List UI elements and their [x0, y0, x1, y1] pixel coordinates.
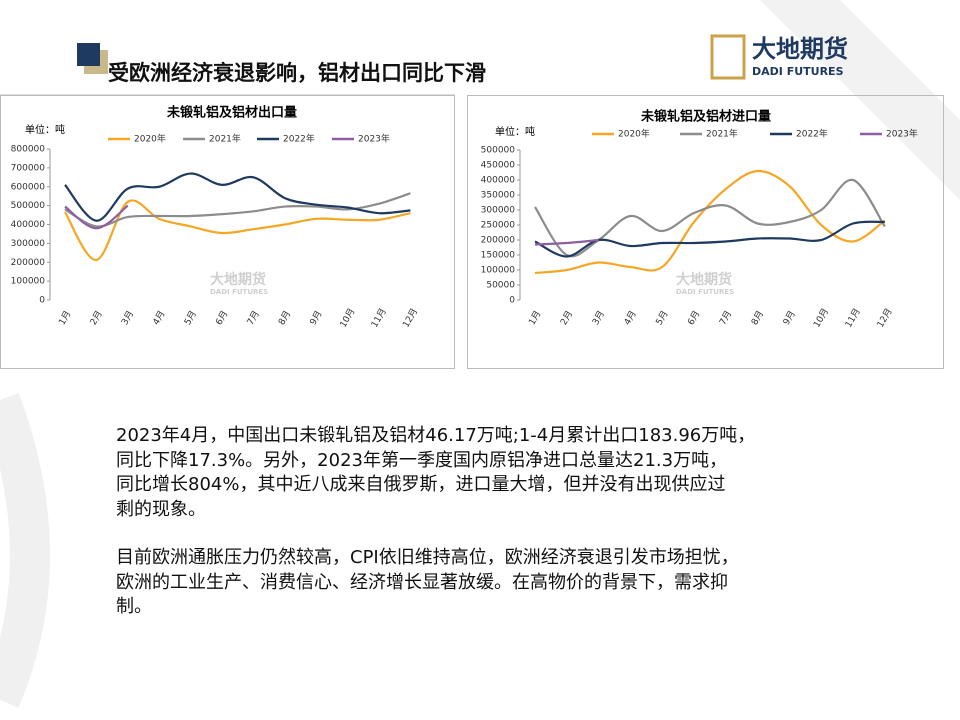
y-tick-label: 600000 [11, 182, 46, 192]
watermark: DADI FUTURES [210, 288, 268, 296]
y-tick-label: 300000 [11, 239, 46, 249]
paragraph: 目前欧洲通胀压力仍然较高，CPI依旧维持高位，欧洲经济衰退引发市场担忧， 欧洲的工… [116, 546, 755, 620]
y-tick-label: 50000 [486, 281, 515, 291]
text-line: 同比下降17.3%。另外，2023年第一季度国内原铝净进口总量达21.3万吨， [116, 449, 728, 471]
body-text: 2023年4月，中国出口未锻轧铝及铝材46.17万吨;1-4月累计出口183.9… [116, 424, 755, 620]
text-line: 制。 [116, 596, 152, 617]
y-tick-label: 250000 [481, 221, 516, 231]
x-tick-label: 10月 [338, 306, 358, 329]
y-tick-label: 100000 [11, 277, 46, 287]
unit-label: 单位：吨 [25, 123, 65, 136]
y-tick-label: 700000 [11, 163, 46, 173]
x-tick-label: 8月 [749, 309, 766, 327]
legend-label: 2020年 [618, 128, 650, 140]
line-series [534, 169, 886, 275]
bg-deco [0, 392, 50, 708]
x-tick-label: 9月 [781, 309, 798, 327]
line-series [64, 172, 411, 222]
chart-border [467, 95, 944, 369]
x-tick-label: 11月 [843, 306, 863, 329]
y-tick-label: 400000 [11, 220, 46, 230]
line-series [64, 204, 129, 230]
x-tick-label: 10月 [811, 306, 831, 329]
y-tick-label: 200000 [481, 236, 516, 246]
y-tick-label: 350000 [481, 191, 516, 201]
paragraph: 2023年4月，中国出口未锻轧铝及铝材46.17万吨;1-4月累计出口183.9… [116, 424, 755, 522]
bg-deco [760, 0, 960, 200]
text-line: 剩的现象。 [116, 498, 206, 520]
x-tick-label: 8月 [276, 309, 293, 327]
chart-title: 未锻轧铝及铝材进口量 [640, 109, 771, 125]
chart-border [0, 95, 455, 369]
line-series [534, 220, 885, 258]
watermark: 大地期货 [676, 271, 732, 288]
legend-label: 2021年 [706, 128, 738, 140]
x-tick-label: 9月 [308, 309, 325, 327]
y-tick-label: 500000 [481, 146, 516, 156]
y-tick-label: 0 [39, 296, 45, 306]
x-tick-label: 1月 [527, 309, 544, 327]
x-tick-label: 4月 [622, 309, 639, 327]
x-tick-label: 6月 [214, 309, 231, 327]
text-line: 同比增长804%，其中近八成来自俄罗斯，进口量大增，但并没有出现供应过 [116, 474, 726, 495]
title-square [77, 43, 100, 66]
y-tick-label: 100000 [481, 266, 516, 276]
unit-label: 单位：吨 [495, 125, 535, 138]
x-tick-label: 7月 [717, 309, 734, 327]
x-tick-label: 7月 [245, 309, 262, 327]
y-tick-label: 400000 [481, 176, 516, 186]
text-line: 欧洲的工业生产、消费信心、经济增长显著放缓。在高物价的背景下，需求抑 [116, 571, 728, 593]
legend-label: 2022年 [283, 133, 315, 145]
legend-label: 2023年 [886, 128, 918, 140]
y-tick-label: 300000 [481, 206, 516, 216]
text-line: 2023年4月，中国出口未锻轧铝及铝材46.17万吨;1-4月累计出口183.9… [116, 425, 756, 446]
watermark: DADI FUTURES [676, 288, 734, 296]
y-tick-label: 200000 [11, 258, 46, 268]
x-tick-label: 1月 [57, 309, 74, 327]
y-tick-label: 150000 [481, 251, 516, 261]
text-line: 目前欧洲通胀压力仍然较高，CPI依旧维持高位，欧洲经济衰退引发市场担忧， [116, 547, 739, 568]
line-series [64, 192, 411, 228]
x-tick-label: 11月 [369, 306, 389, 329]
x-tick-label: 3月 [119, 309, 136, 327]
logo-mark [710, 34, 746, 80]
x-tick-label: 5月 [182, 309, 199, 327]
x-tick-label: 12月 [401, 306, 421, 329]
y-tick-label: 500000 [11, 201, 46, 211]
y-tick-label: 0 [509, 296, 515, 306]
legend-label: 2020年 [134, 133, 166, 145]
legend-label: 2022年 [796, 128, 828, 140]
x-tick-label: 5月 [654, 309, 671, 327]
y-tick-label: 800000 [11, 145, 46, 155]
slide-title: 受欧洲经济衰退影响，铝材出口同比下滑 [108, 61, 486, 85]
x-tick-label: 2月 [558, 309, 575, 327]
x-tick-label: 2月 [88, 309, 105, 327]
watermark: 大地期货 [210, 271, 266, 288]
logo-en: DADI FUTURES [752, 65, 844, 78]
chart-title: 未锻轧铝及铝材出口量 [166, 105, 297, 121]
x-tick-label: 4月 [151, 309, 168, 327]
legend-label: 2023年 [358, 133, 390, 145]
y-tick-label: 450000 [481, 161, 516, 171]
x-tick-label: 12月 [875, 306, 895, 329]
line-series [534, 238, 599, 246]
x-tick-label: 3月 [590, 309, 607, 327]
x-tick-label: 6月 [686, 309, 703, 327]
legend-label: 2021年 [209, 133, 241, 145]
logo-cn: 大地期货 [752, 35, 848, 63]
